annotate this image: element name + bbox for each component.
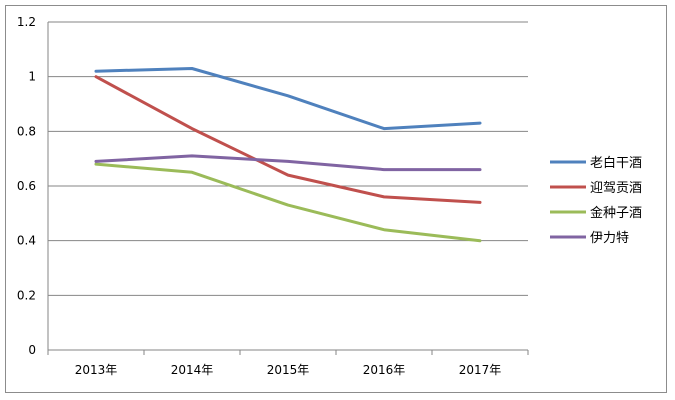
x-tick-label: 2013年	[75, 363, 118, 377]
y-tick-label: 0	[28, 343, 36, 357]
y-tick-label: 1	[28, 70, 36, 84]
legend-label: 金种子酒	[590, 205, 642, 221]
y-axis-tick-labels: 0 0.2 0.4 0.6 0.8 1 1.2	[17, 15, 36, 357]
series-lines	[94, 67, 482, 243]
legend-label: 迎驾贡酒	[590, 181, 642, 196]
y-tick-label: 1.2	[17, 15, 36, 29]
x-tick-label: 2016年	[363, 363, 406, 377]
axes	[47, 22, 529, 355]
legend-label: 伊力特	[590, 231, 629, 246]
series-line-1	[94, 67, 482, 131]
series-line-4	[94, 154, 482, 172]
x-tick-label: 2014年	[171, 363, 214, 377]
series-line-2	[94, 75, 482, 204]
legend-label: 老白干酒	[590, 155, 642, 171]
y-tick-label: 0.4	[17, 234, 36, 248]
series-line-3	[94, 162, 482, 243]
x-tick-label: 2017年	[459, 363, 502, 377]
y-tick-label: 0.2	[17, 288, 36, 302]
x-axis-tick-labels: 2013年 2014年 2015年 2016年 2017年	[75, 363, 502, 377]
x-tick-label: 2015年	[267, 363, 310, 377]
y-tick-label: 0.6	[17, 179, 36, 193]
gridlines	[48, 21, 528, 296]
y-tick-label: 0.8	[17, 124, 36, 138]
